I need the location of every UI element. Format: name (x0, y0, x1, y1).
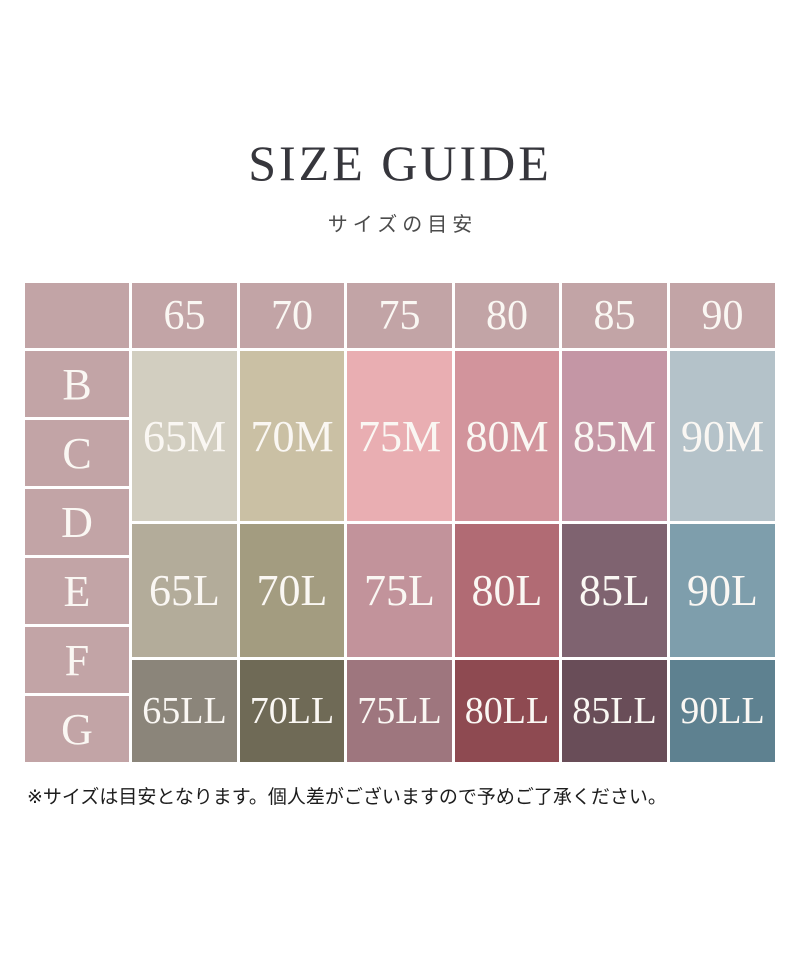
row-header-F: F (25, 627, 129, 693)
page-subtitle: サイズの目安 (327, 214, 478, 236)
cell-70M: 70M (240, 351, 344, 521)
row-header-G: G (25, 696, 129, 762)
cell-70LL: 70LL (240, 660, 344, 762)
cell-90L: 90L (670, 524, 775, 657)
col-header-75: 75 (347, 283, 452, 348)
size-note: ※サイズは目安となります。個人差がございますので予めご了承ください。 (27, 787, 667, 808)
col-header-65: 65 (132, 283, 237, 348)
cell-85M: 85M (562, 351, 667, 521)
page-title: SIZE GUIDE (248, 135, 552, 191)
cell-90LL: 90LL (670, 660, 775, 762)
cell-85L: 85L (562, 524, 667, 657)
cell-75M: 75M (347, 351, 452, 521)
col-header-85: 85 (562, 283, 667, 348)
row-header-D: D (25, 489, 129, 555)
cell-75L: 75L (347, 524, 452, 657)
row-header-C: C (25, 420, 129, 486)
cell-75LL: 75LL (347, 660, 452, 762)
cell-65M: 65M (132, 351, 237, 521)
cell-65L: 65L (132, 524, 237, 657)
table-corner-cell (25, 283, 129, 348)
cell-80L: 80L (455, 524, 559, 657)
row-header-E: E (25, 558, 129, 624)
cell-90M: 90M (670, 351, 775, 521)
col-header-80: 80 (455, 283, 559, 348)
cell-65LL: 65LL (132, 660, 237, 762)
cell-80LL: 80LL (455, 660, 559, 762)
cell-80M: 80M (455, 351, 559, 521)
row-header-B: B (25, 351, 129, 417)
cell-85LL: 85LL (562, 660, 667, 762)
cell-70L: 70L (240, 524, 344, 657)
col-header-70: 70 (240, 283, 344, 348)
col-header-90: 90 (670, 283, 775, 348)
